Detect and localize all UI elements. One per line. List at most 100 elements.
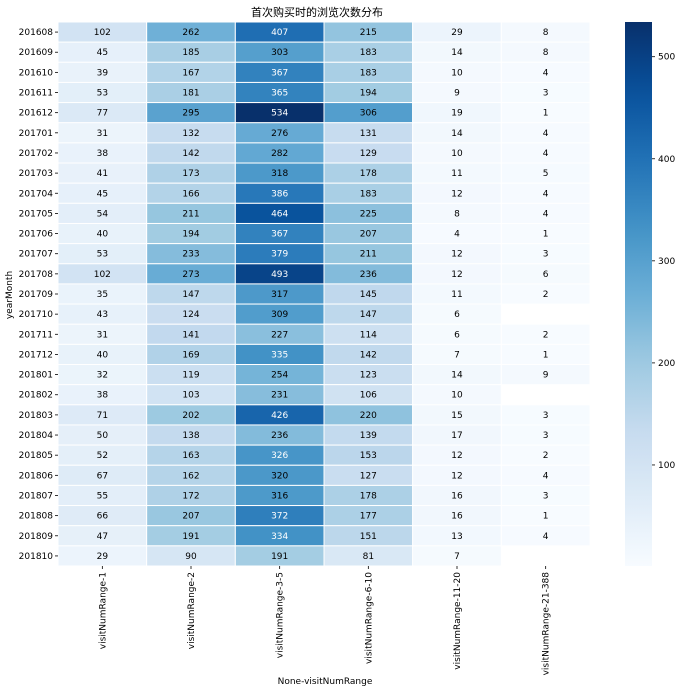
cell-value-label: 177 [360, 512, 377, 522]
colorbar-tick-label: 200 [658, 359, 675, 369]
cell-value-label: 6 [454, 330, 460, 340]
cell-value-label: 318 [271, 169, 288, 179]
y-axis-label: yearMonth [5, 271, 15, 319]
cell-value-label: 534 [271, 109, 288, 119]
cell-value-label: 10 [451, 391, 463, 401]
cell-value-label: 4 [543, 129, 549, 139]
cell-value-label: 2 [543, 451, 549, 461]
cell-value-label: 8 [543, 28, 549, 38]
column-tick-label: visitNumRange-2 [187, 572, 197, 649]
cell-value-label: 71 [97, 411, 108, 421]
cell-value-label: 12 [451, 471, 462, 481]
column-tick-label: visitNumRange-11-20 [453, 572, 463, 670]
row-tick-label: 201703 [19, 169, 53, 179]
cell-value-label: 11 [451, 290, 462, 300]
row-tick-label: 201609 [19, 48, 54, 58]
cell-value-label: 4 [454, 230, 460, 240]
cell-value-label: 309 [271, 310, 288, 320]
cell-value-label: 7 [454, 350, 460, 360]
cell-value-label: 194 [360, 89, 377, 99]
x-axis-label: None-visitNumRange [278, 677, 373, 687]
row-tick-label: 201608 [19, 28, 54, 38]
cell-value-label: 147 [182, 290, 199, 300]
cell-value-label: 77 [97, 109, 108, 119]
row-tick-label: 201805 [19, 451, 53, 461]
cell-value-label: 172 [182, 491, 199, 501]
cell-value-label: 31 [97, 330, 108, 340]
cell-value-label: 7 [454, 552, 460, 562]
cell-value-label: 5 [543, 169, 549, 179]
cell-value-label: 317 [271, 290, 288, 300]
cell-value-label: 66 [97, 512, 109, 522]
cell-value-label: 90 [185, 552, 197, 562]
cell-value-label: 41 [97, 169, 108, 179]
cell-value-label: 262 [182, 28, 199, 38]
cell-value-label: 191 [182, 532, 199, 542]
cell-value-label: 31 [97, 129, 108, 139]
cell-value-label: 53 [97, 89, 108, 99]
cell-value-label: 8 [454, 209, 460, 219]
cell-value-label: 81 [363, 552, 374, 562]
row-tick-labels: 201608 201609 201610 201611 201612 201701 2017… [19, 28, 58, 562]
column-tick-label: visitNumRange-21-388 [542, 572, 552, 676]
row-tick-label: 201802 [19, 391, 53, 401]
row-tick-label: 201704 [19, 189, 54, 199]
cell-value-label: 295 [182, 109, 199, 119]
cell-value-label: 211 [360, 250, 377, 260]
cell-value-label: 4 [543, 532, 549, 542]
row-tick-label: 201702 [19, 149, 53, 159]
cell-value-label: 6 [454, 310, 460, 320]
cell-value-label: 45 [97, 48, 108, 58]
row-tick-label: 201801 [19, 371, 53, 381]
cell-value-label: 215 [360, 28, 377, 38]
cell-value-label: 131 [360, 129, 377, 139]
cell-value-label: 365 [271, 89, 288, 99]
row-tick-label: 201810 [19, 552, 54, 562]
cell-value-label: 4 [543, 471, 549, 481]
cell-value-label: 202 [182, 411, 199, 421]
row-tick-label: 201804 [19, 431, 54, 441]
cell-value-label: 35 [97, 290, 108, 300]
cell-value-label: 1 [543, 109, 549, 119]
row-tick-label: 201709 [19, 290, 54, 300]
cell-value-label: 102 [94, 270, 111, 280]
heatmap-cell [500, 525, 591, 547]
cell-value-label: 38 [97, 391, 109, 401]
cell-value-label: 273 [182, 270, 199, 280]
cell-value-label: 178 [360, 169, 377, 179]
colorbar-gradient [625, 22, 652, 566]
cell-value-label: 1 [543, 350, 549, 360]
row-tick-label: 201806 [19, 471, 54, 481]
cell-value-label: 127 [360, 471, 377, 481]
cell-value-label: 13 [451, 532, 462, 542]
cell-value-label: 334 [271, 532, 288, 542]
cell-value-label: 162 [182, 471, 199, 481]
cell-value-label: 316 [271, 491, 288, 501]
row-tick-label: 201701 [19, 129, 53, 139]
cell-value-label: 320 [271, 471, 288, 481]
cell-value-label: 14 [451, 129, 463, 139]
row-tick-label: 201710 [19, 310, 54, 320]
row-tick-label: 201712 [19, 350, 53, 360]
heatmap-cells: 102 262 407 215 29 845 185 303 183 14 839 167 367 183… [57, 21, 591, 567]
row-tick-label: 201610 [19, 68, 54, 78]
cell-value-label: 40 [97, 350, 109, 360]
row-tick-label: 201711 [19, 330, 53, 340]
cell-value-label: 233 [182, 250, 199, 260]
cell-value-label: 32 [97, 371, 108, 381]
cell-value-label: 407 [271, 28, 288, 38]
cell-value-label: 119 [182, 371, 199, 381]
cell-value-label: 102 [94, 28, 111, 38]
cell-value-label: 367 [271, 230, 288, 240]
cell-value-label: 236 [271, 431, 288, 441]
cell-value-label: 19 [451, 109, 463, 119]
cell-value-label: 173 [182, 169, 199, 179]
cell-value-label: 142 [360, 350, 377, 360]
cell-value-label: 306 [360, 109, 377, 119]
cell-value-label: 10 [451, 149, 463, 159]
cell-value-label: 194 [182, 230, 199, 240]
cell-value-label: 16 [451, 491, 463, 501]
cell-value-label: 12 [451, 451, 462, 461]
cell-value-label: 183 [360, 48, 377, 58]
